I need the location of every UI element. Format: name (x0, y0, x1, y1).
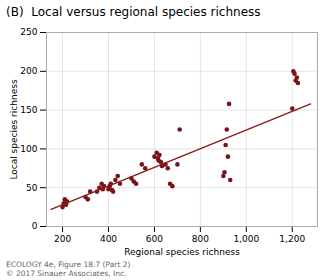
svg-text:200: 200 (54, 234, 71, 244)
svg-text:1,200: 1,200 (279, 234, 305, 244)
svg-text:150: 150 (20, 105, 37, 115)
svg-text:200: 200 (20, 66, 37, 76)
svg-text:600: 600 (146, 234, 163, 244)
html-text:© 2017 Sinauer Associates, Inc: © 2017 Sinauer Associates, Inc. (6, 269, 127, 278)
svg-text:Local species richness: Local species richness (9, 79, 19, 179)
html-text:ECOLOGY 4e, Figure 18.7 (Part: ECOLOGY 4e, Figure 18.7 (Part 2) (6, 260, 131, 269)
svg-text:1,000: 1,000 (233, 234, 259, 244)
svg-text:250: 250 (20, 27, 37, 37)
html-text:(B) Local versus regional spec: (B) Local versus regional species richne… (6, 5, 261, 19)
svg-text:100: 100 (20, 144, 37, 154)
svg-text:Regional species richness: Regional species richness (124, 247, 240, 257)
svg-text:800: 800 (192, 234, 209, 244)
svg-text:400: 400 (100, 234, 117, 244)
svg-text:0: 0 (32, 221, 38, 231)
svg-text:50: 50 (26, 183, 38, 193)
